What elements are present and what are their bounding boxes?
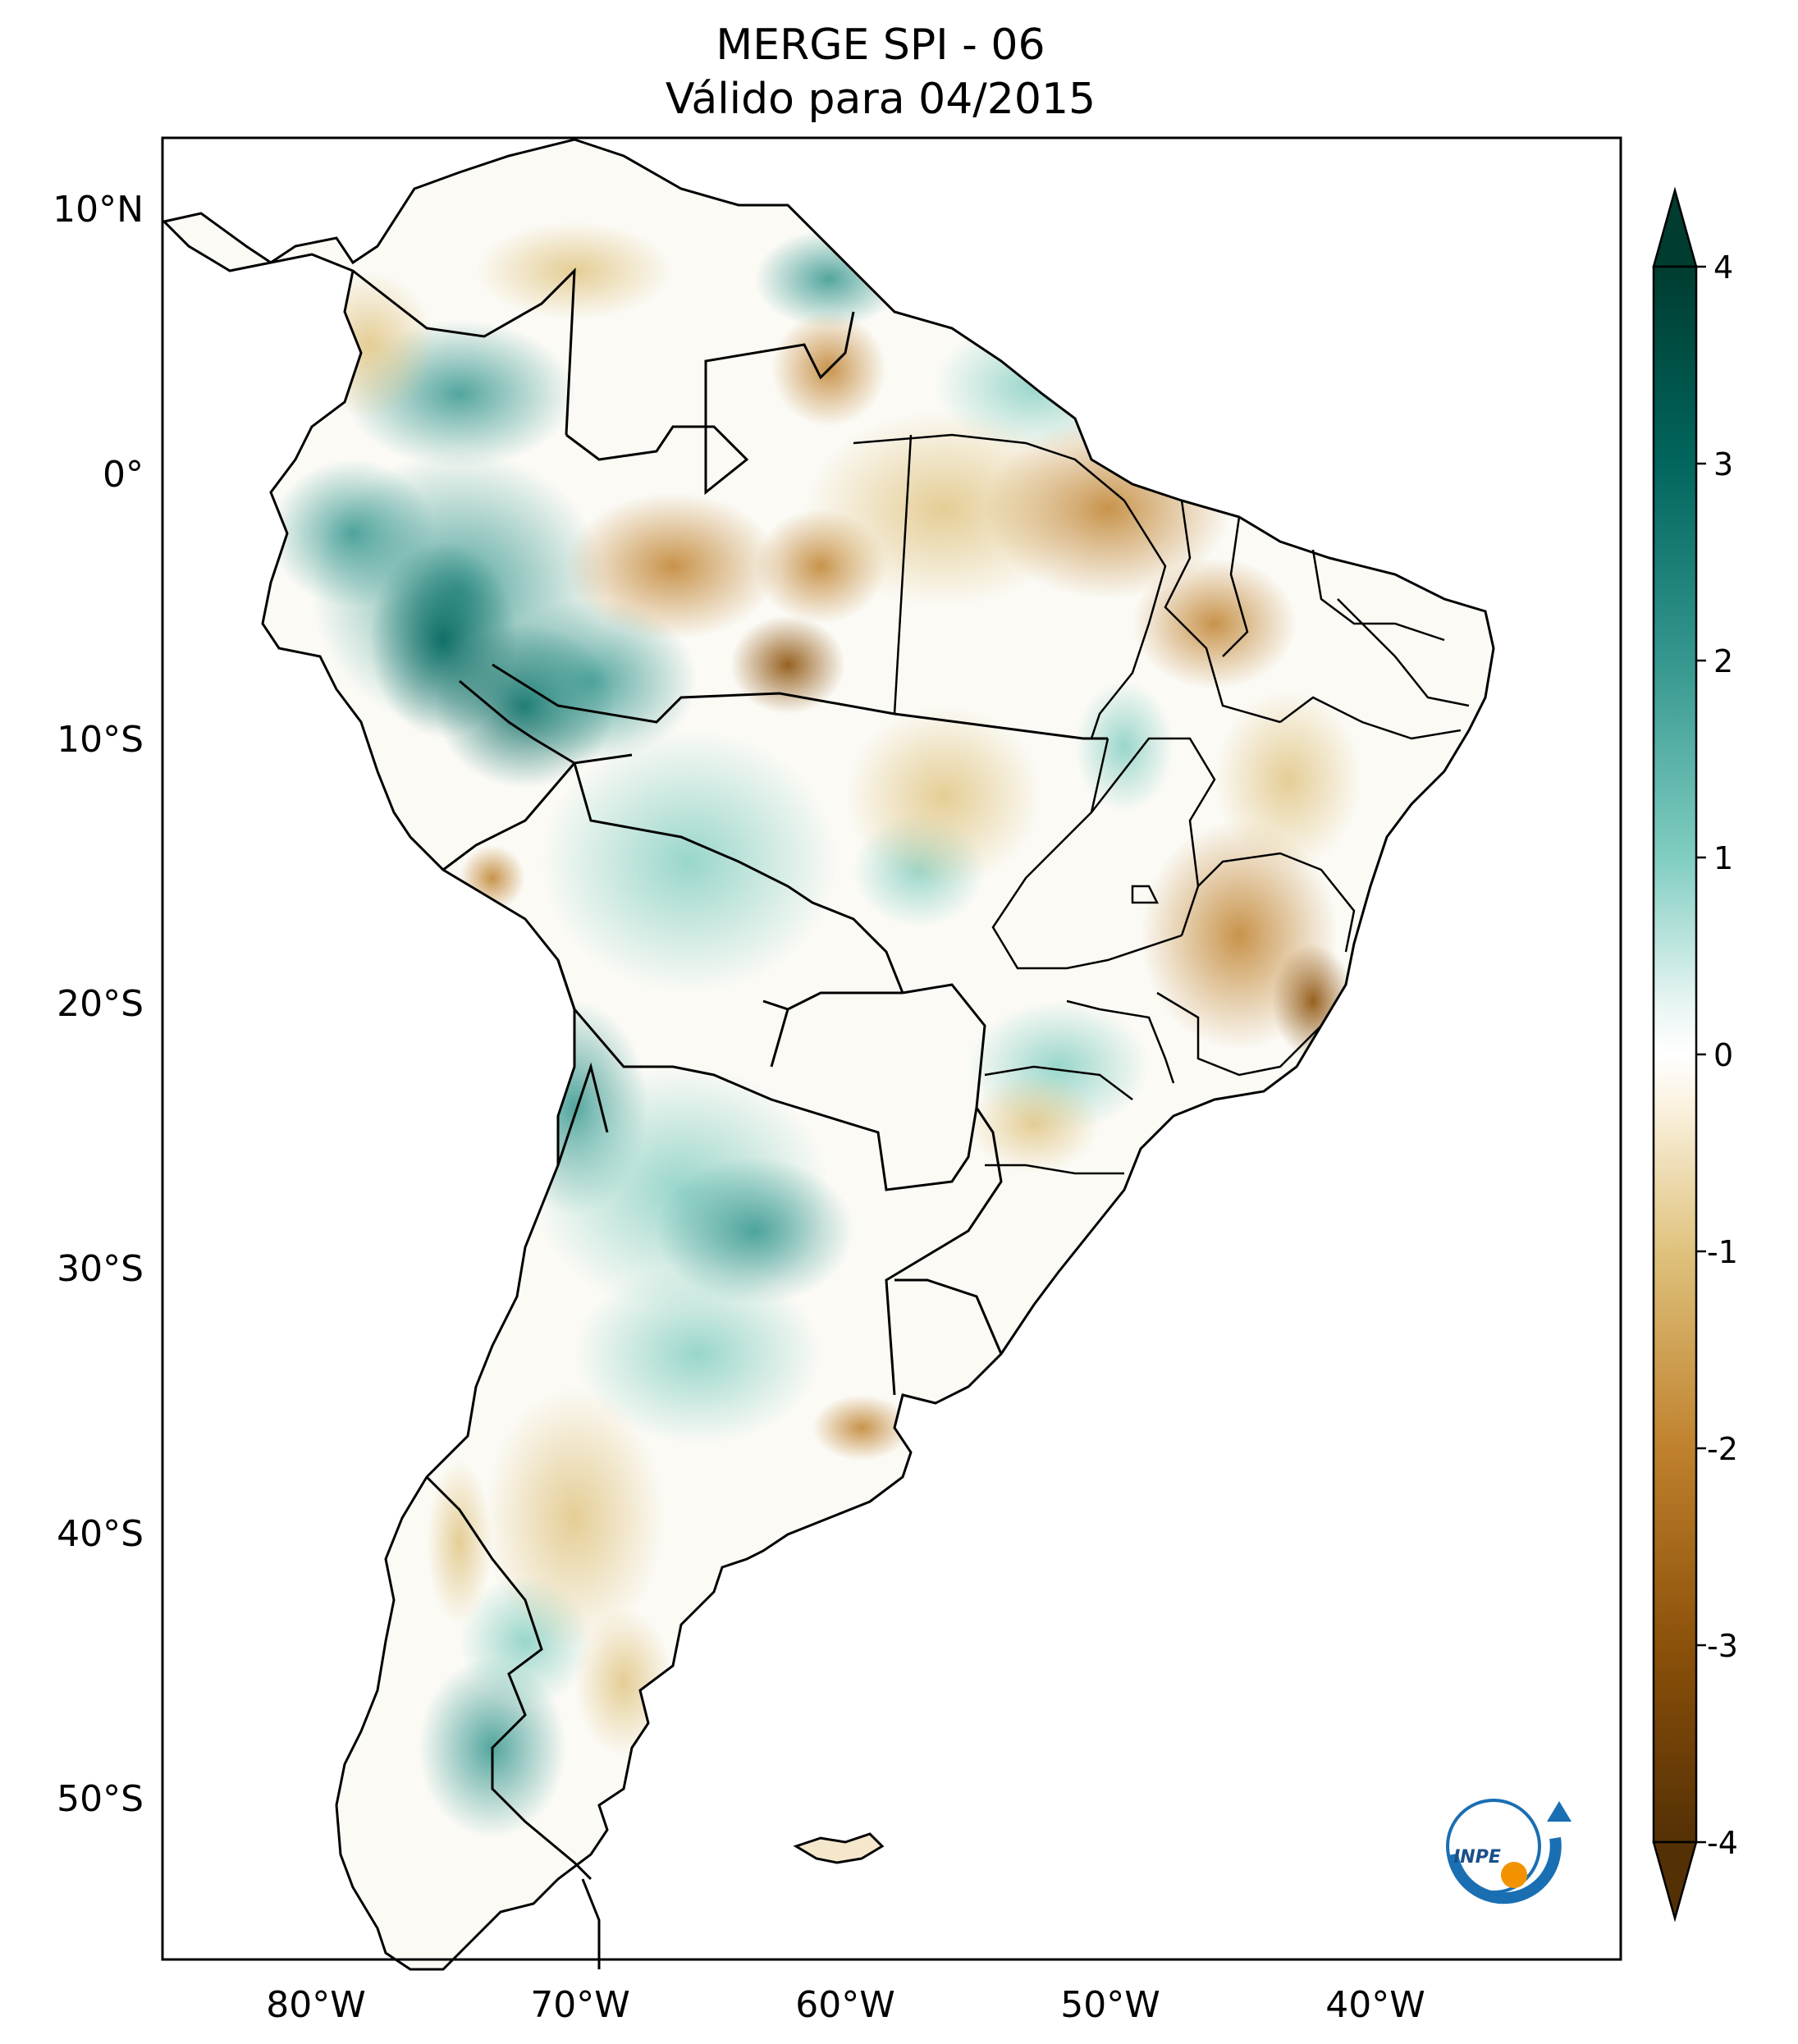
lat-label: 30°S xyxy=(57,1248,144,1290)
colorbar-tick: -2 xyxy=(1707,1431,1738,1467)
lat-label: 10°S xyxy=(57,719,144,761)
longitude-labels: 80°W 70°W 60°W 50°W 40°W xyxy=(266,1984,1425,2026)
lon-label: 70°W xyxy=(530,1984,630,2026)
inpe-logo: INPE xyxy=(1446,1799,1572,1905)
lat-label: 40°S xyxy=(57,1513,144,1555)
state-borders xyxy=(853,433,1470,1175)
lat-label: 50°S xyxy=(57,1778,144,1820)
colorbar-max-extend xyxy=(1652,186,1698,268)
lat-label: 10°N xyxy=(53,189,144,231)
latitude-labels: 10°N 0° 10°S 20°S 30°S 40°S 50°S xyxy=(53,189,144,1820)
country-borders xyxy=(352,268,1108,1969)
colorbar-tick: 3 xyxy=(1713,446,1733,482)
colorbar-scale xyxy=(1652,265,1698,1844)
colorbar-min-extend xyxy=(1652,1841,1698,1923)
lon-label: 50°W xyxy=(1060,1984,1160,2026)
colorbar-tick: 2 xyxy=(1713,643,1733,679)
title-line-1: MERGE SPI - 06 xyxy=(716,21,1045,70)
colorbar-tick: 1 xyxy=(1713,840,1733,876)
colorbar-tick: 4 xyxy=(1713,249,1733,286)
colorbar: 4 3 2 1 0 -1 -2 -3 -4 xyxy=(1652,186,1738,1923)
lat-label: 20°S xyxy=(57,983,144,1025)
map-frame xyxy=(161,136,1622,1961)
colorbar-tick: -3 xyxy=(1707,1628,1738,1664)
spi-field xyxy=(164,139,1494,1969)
title-line-2: Válido para 04/2015 xyxy=(666,75,1096,124)
lon-label: 40°W xyxy=(1325,1984,1425,2026)
colorbar-tick: -1 xyxy=(1707,1234,1738,1270)
colorbar-tick: -4 xyxy=(1707,1825,1738,1861)
logo-text: INPE xyxy=(1453,1847,1501,1868)
lon-label: 80°W xyxy=(266,1984,366,2026)
falkland-islands xyxy=(793,1832,885,1864)
colorbar-tick: 0 xyxy=(1713,1037,1733,1073)
lon-label: 60°W xyxy=(795,1984,895,2026)
lat-label: 0° xyxy=(103,454,144,496)
